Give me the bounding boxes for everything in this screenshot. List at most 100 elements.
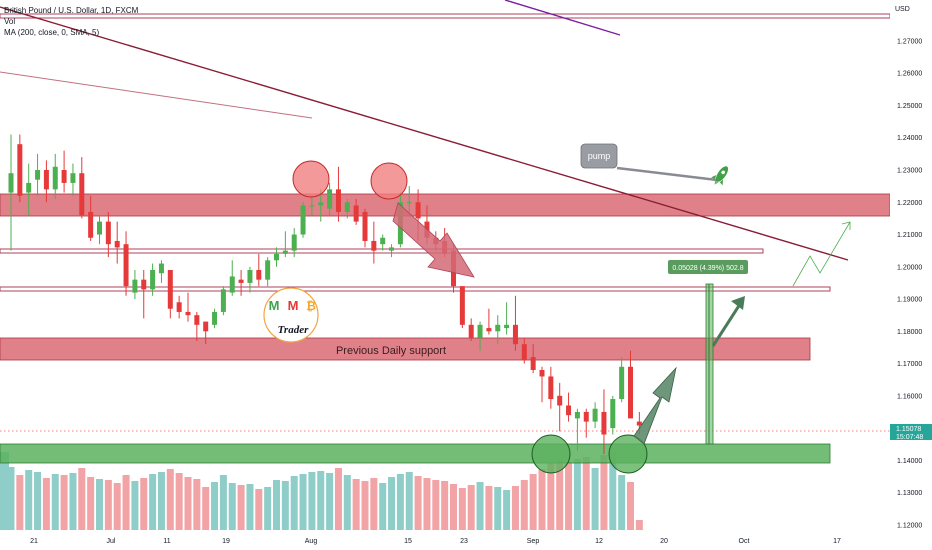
volume-bar (25, 470, 33, 530)
measure-label: 0.05028 (4.39%) 502.8 (672, 265, 743, 272)
up-arrow-green-head (731, 296, 745, 310)
candle (220, 286, 226, 316)
candle-body (539, 370, 545, 377)
price-tick-label: 1.19000 (897, 297, 922, 304)
candle (70, 163, 76, 196)
up-arrow-gray[interactable] (633, 366, 677, 445)
time-tick-label: 17 (833, 538, 841, 545)
volume-bar (104, 480, 112, 530)
low-circle-1[interactable] (531, 434, 571, 474)
candle-body (566, 405, 572, 416)
volume-bar (51, 474, 59, 530)
candle (185, 292, 191, 322)
volume-bar (184, 477, 192, 530)
volume-bar (520, 480, 528, 530)
candle-body (574, 411, 580, 419)
price-tick-label: 1.12000 (897, 522, 922, 529)
candle-body (194, 315, 200, 325)
candle (194, 311, 200, 341)
time-tick-label: Oct (739, 538, 750, 545)
candle (114, 221, 120, 264)
volume-bar (166, 469, 174, 530)
low-circle-2[interactable] (608, 434, 648, 474)
price-tick-label: 1.24000 (897, 135, 922, 142)
candle (229, 260, 235, 296)
volume-bar (529, 474, 537, 530)
candle-body (327, 189, 333, 209)
candle-body (495, 324, 501, 332)
volume-bar (60, 475, 68, 530)
candle (212, 308, 218, 329)
candle-body (318, 202, 324, 206)
candle-body (265, 260, 271, 280)
pump-callout[interactable] (580, 143, 618, 169)
previous-daily-support-zone[interactable] (0, 337, 811, 361)
volume-bar (211, 482, 219, 530)
support-zone[interactable] (0, 443, 831, 464)
candle-body (371, 240, 377, 251)
volume-bar (42, 478, 50, 530)
time-tick-label: Aug (305, 538, 318, 545)
candle (8, 134, 14, 251)
candle (132, 270, 138, 300)
current-price-tag (890, 424, 932, 440)
resistance-zone[interactable] (0, 193, 891, 217)
volume-bar (237, 485, 245, 530)
candle-body (548, 376, 554, 400)
high-circle-1[interactable] (292, 160, 330, 198)
candle-body (557, 395, 563, 406)
rocket-icon (711, 166, 729, 186)
candle (79, 157, 85, 219)
candle-body (150, 270, 156, 290)
volume-bar (317, 471, 325, 530)
price-axis[interactable] (890, 0, 932, 550)
candle (52, 153, 58, 200)
volume-bar (388, 477, 396, 530)
volume-bar (441, 481, 449, 530)
candle (274, 247, 279, 267)
candle (26, 163, 32, 216)
symbol-title: British Pound / U.S. Dollar, 1D, FXCM (4, 6, 139, 15)
candle (477, 321, 483, 351)
candle-body (79, 173, 85, 216)
volume-bar (503, 490, 511, 530)
down-arrow[interactable] (392, 202, 475, 278)
candle (150, 263, 156, 296)
level-line-1205[interactable] (0, 248, 764, 254)
level-line-1193[interactable] (0, 286, 831, 292)
price-tick-label: 1.22000 (897, 200, 922, 207)
volume-bar (565, 462, 573, 530)
candle (557, 382, 563, 432)
candle (105, 211, 111, 258)
time-tick-label: 21 (30, 538, 38, 545)
descending-trendline[interactable] (0, 6, 849, 261)
time-tick-label: 11 (163, 538, 170, 545)
projection-path (792, 221, 851, 287)
candle (309, 195, 315, 216)
time-tick-label: Jul (107, 538, 116, 545)
mmb-trader-logo: M M ₿ Trader (263, 287, 319, 343)
candle-body (220, 289, 226, 312)
candle (592, 402, 598, 429)
support-zone-label: Previous Daily support (336, 345, 446, 357)
volume-bar (16, 475, 24, 530)
candle (389, 244, 395, 258)
candle-body (291, 234, 297, 251)
volume-bar (264, 487, 272, 530)
volume-bar (113, 483, 121, 530)
secondary-trendline[interactable] (0, 71, 313, 119)
time-axis[interactable]: 21 Jul 11 19 Aug 15 23 Sep 12 20 Oct 17 (30, 538, 841, 545)
purple-trendline[interactable] (504, 0, 621, 36)
time-tick-label: 19 (222, 538, 230, 545)
candle-body (88, 211, 94, 238)
volume-bar (7, 467, 15, 530)
ma-indicator-label: MA (200, close, 0, SMA, 5) (4, 28, 100, 37)
candle (97, 215, 102, 245)
candle (574, 408, 580, 451)
volume-bar (467, 485, 475, 530)
candle-body (52, 166, 58, 190)
candle-body (229, 276, 235, 293)
high-circle-2[interactable] (370, 162, 408, 200)
candle-body (380, 237, 386, 245)
